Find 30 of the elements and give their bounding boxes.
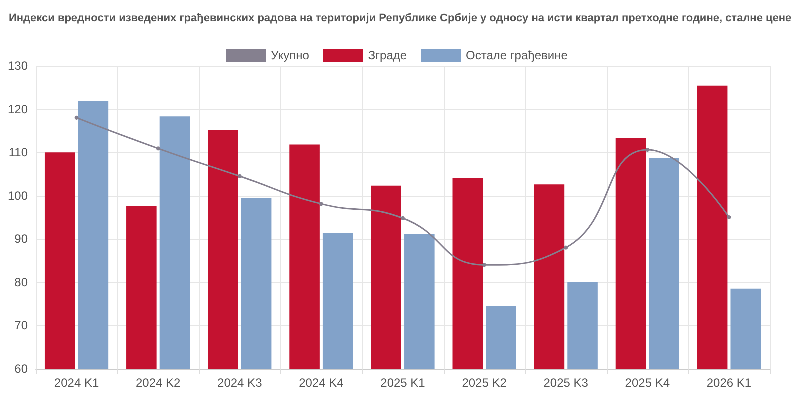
y-tick-label: 90: [14, 232, 28, 246]
x-tick-label: 2025 K1: [380, 376, 426, 390]
x-tick-label: 2024 K1: [54, 376, 100, 390]
y-tick-label: 80: [14, 275, 28, 290]
point: [74, 116, 79, 120]
point: [401, 216, 405, 220]
point: [319, 202, 324, 206]
legend-label: Остале грађевине: [466, 48, 568, 62]
x-tick-label: 2024 K3: [218, 376, 263, 390]
point: [646, 148, 650, 152]
x-tick-label: 2024 K2: [136, 376, 182, 390]
point: [238, 174, 242, 178]
x-tick-label: 2025 K4: [625, 376, 670, 390]
y-tick-label: 60: [14, 362, 28, 376]
x-tick-label: 2025 K3: [544, 376, 589, 390]
x-tick-label: 2025 K2: [462, 376, 508, 390]
y-tick-label: 70: [14, 318, 28, 333]
y-tick-label: 120: [8, 102, 28, 116]
x-tick-label: 2024 K4: [299, 376, 344, 390]
point: [727, 216, 732, 220]
y-tick-label: 100: [8, 188, 28, 203]
point: [482, 263, 487, 268]
legend-label: Зграде: [368, 48, 408, 62]
point: [156, 146, 160, 151]
chart-title: Индекси вредности изведених грађевинских радова на територији Републике Србије у односу на исти квартал претходне године, сталне цене: [9, 12, 792, 24]
y-tick-label: 130: [8, 59, 28, 73]
point: [564, 246, 568, 250]
x-tick-label: 2026 K1: [706, 376, 752, 390]
legend-label: Укупно: [271, 48, 310, 62]
y-tick-label: 110: [8, 146, 28, 160]
